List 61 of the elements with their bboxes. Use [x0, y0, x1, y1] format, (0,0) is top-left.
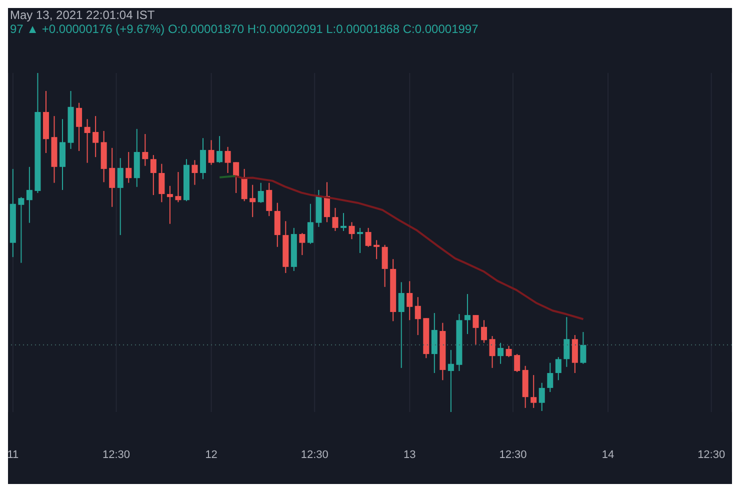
chart-title: May 13, 2021 22:01:04 IST — [10, 8, 156, 22]
candlestick — [258, 182, 264, 204]
candlestick — [142, 134, 148, 166]
candlestick — [76, 102, 82, 152]
candlestick — [464, 294, 470, 335]
candlestick — [150, 154, 156, 196]
candlestick — [26, 166, 32, 224]
candlestick — [126, 151, 132, 184]
candlestick — [382, 244, 388, 288]
candlestick — [266, 182, 272, 217]
candlestick — [216, 136, 223, 164]
candlestick — [514, 354, 520, 372]
x-tick-label: 12:30 — [698, 448, 726, 461]
candlestick — [307, 203, 314, 244]
candlestick — [117, 158, 124, 236]
candlestick — [365, 227, 372, 248]
candlestick — [506, 345, 512, 358]
candlestick — [299, 232, 306, 256]
x-tick-label: 12:30 — [102, 448, 130, 461]
candlestick — [398, 282, 404, 368]
candlestick — [84, 118, 90, 164]
candlestick — [547, 362, 554, 392]
candlestick — [414, 296, 421, 336]
candlestick — [448, 349, 454, 412]
candlestick — [332, 207, 338, 232]
x-tick-label: 12:30 — [300, 448, 328, 461]
x-tick-label: 11 — [7, 448, 19, 461]
candlestick — [166, 185, 173, 224]
candlestick — [92, 116, 99, 158]
candlestick — [564, 316, 570, 368]
candlestick — [498, 342, 504, 364]
candlestick — [374, 240, 380, 260]
candlestick — [538, 382, 545, 412]
candlestick — [192, 160, 198, 186]
candlestick — [357, 227, 364, 254]
candlestick — [208, 140, 214, 166]
candlestick — [489, 336, 496, 368]
candlestick — [481, 320, 488, 344]
x-tick-label: 12 — [205, 448, 218, 461]
candlestick — [340, 212, 347, 232]
candlestick — [250, 184, 256, 218]
x-tick-label: 12:30 — [499, 448, 527, 461]
candlestick — [348, 222, 355, 240]
candlestick — [555, 356, 562, 381]
candlestick — [572, 334, 578, 374]
chart-subtitle: 97 ▲ +0.00000176 (+9.67%) O:0.00001870 H:0.00002091 L:0.00001868 C:0.00001997 — [10, 22, 478, 36]
candlestick — [175, 171, 182, 203]
candlestick — [324, 182, 330, 223]
candlestick — [109, 147, 116, 208]
candlestick — [406, 280, 413, 321]
candlestick — [233, 162, 240, 194]
candlestick — [224, 146, 231, 174]
candlestick — [200, 138, 206, 180]
candlestick — [472, 314, 479, 346]
candlestick — [241, 168, 248, 202]
candlestick — [580, 331, 586, 364]
candlestick — [158, 163, 165, 203]
candlestick — [18, 196, 24, 264]
candlestick — [530, 374, 537, 408]
x-tick-label: 14 — [602, 448, 614, 461]
x-tick-label: 13 — [404, 448, 416, 461]
